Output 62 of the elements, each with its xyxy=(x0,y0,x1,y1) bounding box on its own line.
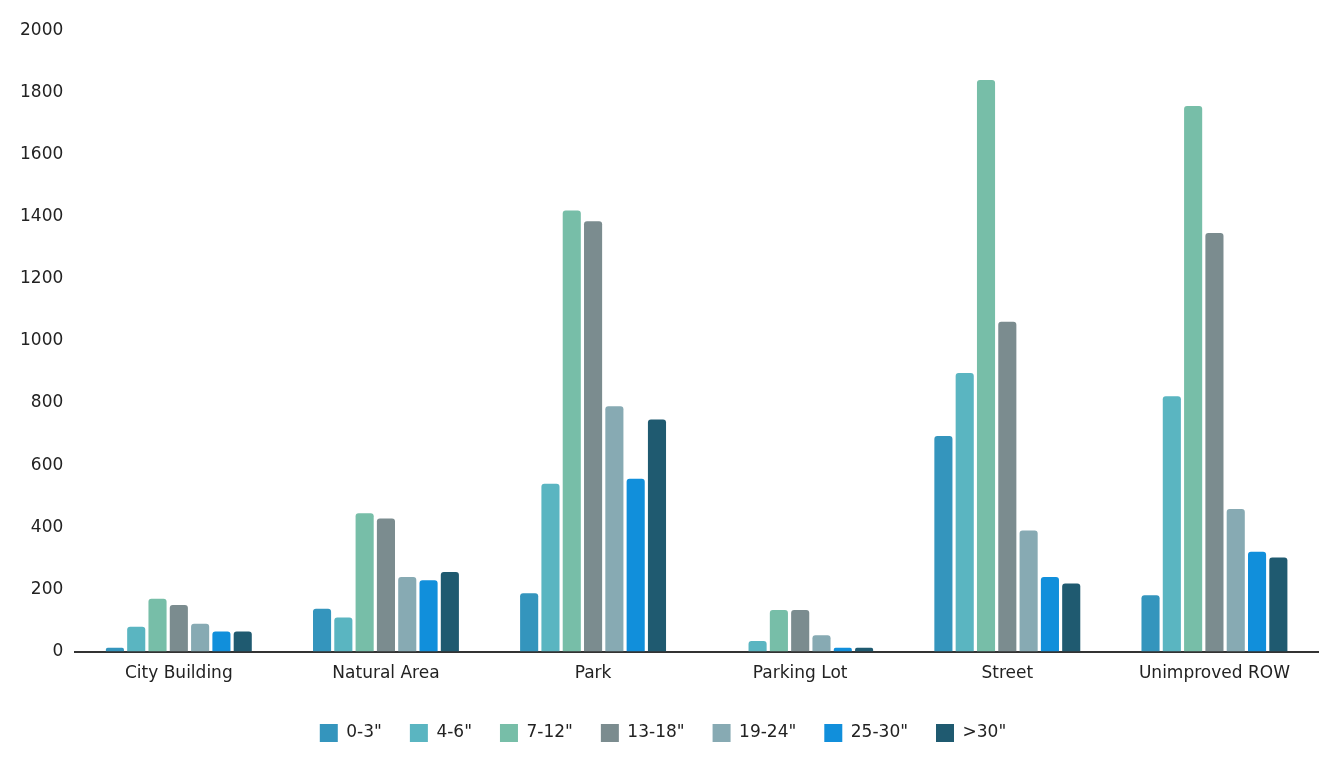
y-tick-label: 400 xyxy=(30,515,64,536)
legend-label: 19-24" xyxy=(739,721,797,742)
bar xyxy=(1247,551,1267,652)
bar xyxy=(541,483,560,652)
x-tick-label: City Building xyxy=(124,662,233,683)
bar xyxy=(812,635,831,652)
bar xyxy=(1062,583,1081,652)
bar xyxy=(626,478,645,652)
bar xyxy=(398,577,417,652)
bar xyxy=(334,617,353,652)
bar xyxy=(148,598,167,652)
bar xyxy=(233,631,252,652)
bar xyxy=(562,210,581,652)
bar xyxy=(355,513,374,652)
y-tick-label: 1600 xyxy=(20,142,64,163)
y-tick-label: 600 xyxy=(30,453,64,474)
x-tick-label: Unimproved ROW xyxy=(1138,662,1291,683)
legend-label: 0-3" xyxy=(346,721,382,742)
y-tick-label: 0 xyxy=(52,640,64,661)
bar xyxy=(1040,577,1059,652)
bar xyxy=(1269,557,1288,652)
bar xyxy=(127,626,146,652)
bar xyxy=(1019,530,1038,652)
legend-label: 13-18" xyxy=(627,721,685,742)
legend-label: >30" xyxy=(962,721,1007,742)
bar xyxy=(955,372,974,652)
legend-label: 7-12" xyxy=(526,721,573,742)
bar xyxy=(1226,508,1245,652)
bar xyxy=(1141,595,1160,652)
bar xyxy=(605,406,624,652)
bar xyxy=(419,580,438,652)
bar xyxy=(748,641,767,652)
bar xyxy=(212,631,231,652)
x-tick-label: Park xyxy=(574,662,612,683)
bar xyxy=(520,593,539,652)
bar xyxy=(934,435,953,652)
legend-label: 25-30" xyxy=(850,721,909,742)
bar xyxy=(976,79,996,652)
x-tick-label: Street xyxy=(981,662,1034,683)
y-tick-label: 2000 xyxy=(20,18,64,39)
y-tick-label: 1400 xyxy=(20,205,64,226)
y-tick-label: 1200 xyxy=(20,267,64,288)
y-tick-label: 800 xyxy=(30,391,64,412)
bar xyxy=(312,608,332,652)
legend-label: 4-6" xyxy=(436,721,472,742)
y-tick-label: 200 xyxy=(30,577,64,598)
x-tick-label: Parking Lot xyxy=(752,662,848,683)
y-tick-label: 1800 xyxy=(20,80,64,101)
y-tick-label: 1000 xyxy=(20,329,64,350)
bar xyxy=(647,419,667,652)
bar xyxy=(769,609,788,652)
bar xyxy=(1184,106,1203,652)
bar xyxy=(998,321,1017,652)
bar xyxy=(791,609,810,652)
bar xyxy=(1205,233,1224,652)
bar xyxy=(1162,396,1181,652)
x-tick-label: Natural Area xyxy=(332,662,440,683)
bar xyxy=(169,605,188,652)
bar xyxy=(584,221,603,652)
bar xyxy=(440,572,459,652)
bar xyxy=(376,518,395,652)
bar xyxy=(191,623,210,652)
